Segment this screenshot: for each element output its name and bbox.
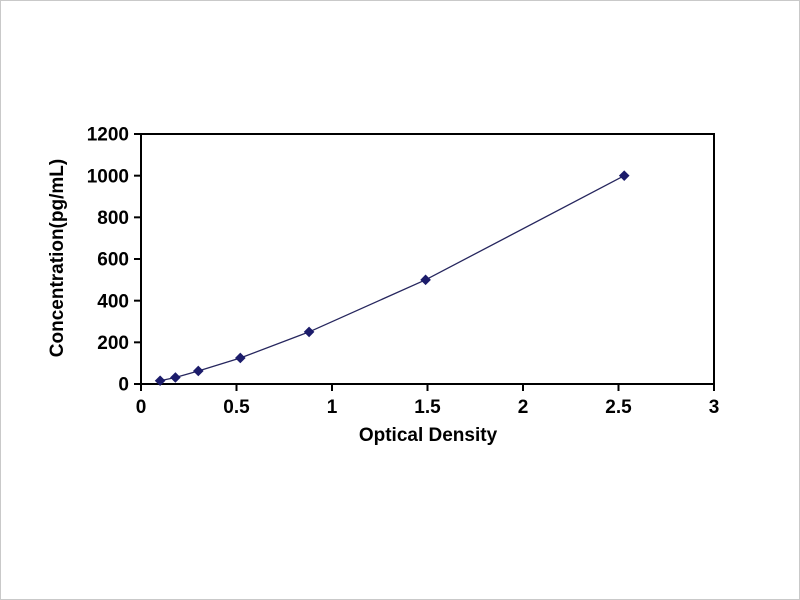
y-tick-label: 0 <box>118 375 129 396</box>
data-point-marker <box>235 352 246 364</box>
y-tick-label: 800 <box>97 208 129 229</box>
data-point-marker <box>420 274 431 286</box>
standard-curve-line <box>159 175 625 382</box>
data-point-marker <box>303 326 315 338</box>
y-tick-label: 400 <box>97 291 129 312</box>
y-tick-label: 200 <box>97 333 129 354</box>
x-tick-label: 2.5 <box>605 397 632 418</box>
plot-frame <box>140 133 715 385</box>
x-tick-label: 1.5 <box>414 397 441 418</box>
data-point-marker <box>154 375 166 387</box>
y-tick-label: 1200 <box>87 125 129 146</box>
data-point-marker <box>170 372 181 383</box>
y-tick-label: 600 <box>97 250 129 271</box>
data-point-marker <box>192 365 204 377</box>
x-tick-label: 3 <box>709 397 720 418</box>
x-tick-label: 2 <box>518 397 529 418</box>
x-tick-label: 0 <box>136 397 147 418</box>
x-tick-label: 1 <box>327 397 338 418</box>
data-point-marker <box>618 170 630 181</box>
y-tick-label: 1000 <box>87 166 129 187</box>
x-tick-label: 0.5 <box>223 397 250 418</box>
